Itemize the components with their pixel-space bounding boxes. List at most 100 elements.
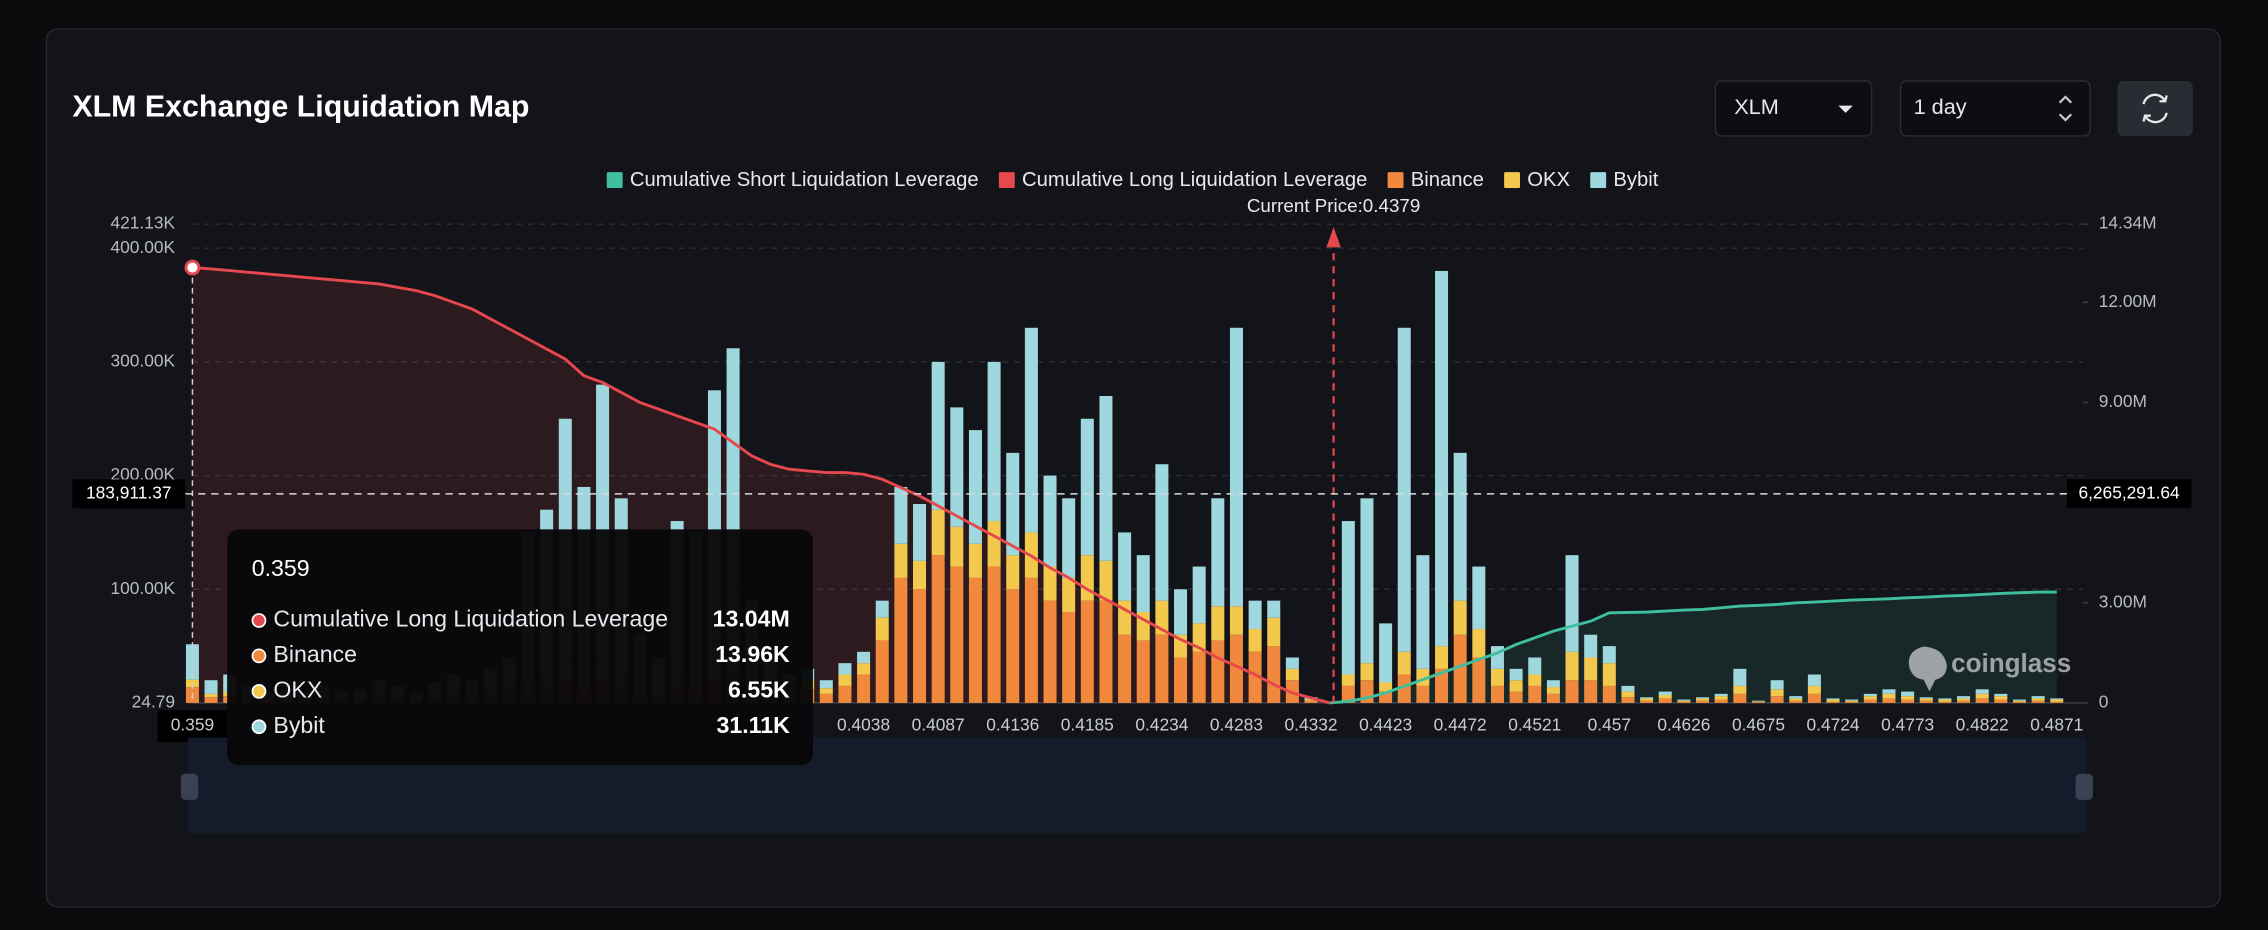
bar — [1957, 696, 1971, 699]
bar — [1062, 498, 1076, 578]
tooltip-rows: Cumulative Long Liquidation Leverage 13.0… — [251, 606, 790, 738]
symbol-select[interactable]: XLM — [1714, 80, 1873, 137]
bar — [2050, 701, 2064, 703]
bar — [1733, 693, 1747, 703]
bar — [2012, 701, 2026, 703]
bar — [894, 543, 908, 578]
bar — [968, 543, 982, 578]
bar — [2012, 700, 2026, 702]
bar — [875, 600, 889, 618]
tooltip-title: 0.359 — [252, 555, 310, 581]
select-value[interactable]: XLM — [1734, 94, 1779, 119]
bar — [1528, 657, 1542, 675]
bar — [1901, 699, 1915, 703]
tooltip-name: Binance — [273, 641, 357, 667]
crosshair-box — [72, 479, 186, 509]
x-tick-label: 0.4822 — [1956, 715, 2009, 735]
bar — [1043, 475, 1057, 567]
bar — [1341, 674, 1355, 686]
bar — [1658, 698, 1672, 703]
bar — [1192, 651, 1206, 703]
bar — [1472, 657, 1486, 703]
crosshair-label: 183,911.37 — [86, 482, 172, 502]
y-tick-label: 421.13K — [110, 213, 175, 233]
y2-tick-label: 14.34M — [2099, 213, 2157, 233]
bar — [931, 361, 945, 510]
bar — [1882, 698, 1896, 703]
bar — [1640, 698, 1654, 701]
legend-swatch — [1504, 172, 1521, 189]
bar — [913, 560, 927, 590]
bar — [1677, 699, 1691, 701]
watermark: coinglass — [1908, 646, 2071, 692]
bar — [1714, 693, 1728, 697]
x-tick-label: 0.4185 — [1061, 715, 1114, 735]
bar — [1919, 698, 1933, 701]
legend-label: Cumulative Long Liquidation Leverage — [1022, 169, 1367, 191]
bar — [838, 685, 852, 703]
tooltip-value: 6.55K — [728, 676, 790, 702]
y-tick-label: 400.00K — [110, 237, 175, 257]
bar — [1528, 674, 1542, 686]
bar — [894, 577, 908, 703]
pointer-label-box — [157, 710, 228, 742]
bar — [1397, 327, 1411, 652]
bar — [1696, 697, 1710, 699]
select-box[interactable] — [1714, 80, 1873, 137]
bar — [1285, 657, 1299, 669]
bar — [1863, 699, 1877, 703]
bar — [1043, 566, 1057, 601]
select-box[interactable] — [1899, 80, 2091, 137]
bar — [819, 688, 833, 694]
bar — [1416, 685, 1430, 703]
bar — [1621, 691, 1635, 698]
bar — [1994, 696, 2008, 700]
bar — [1435, 646, 1449, 669]
bar — [185, 644, 199, 680]
interval-select[interactable]: 1 day — [1899, 80, 2091, 137]
bar — [1957, 698, 1971, 701]
bar — [1490, 685, 1504, 703]
slider-handle[interactable] — [2075, 773, 2093, 800]
bar — [1640, 700, 1654, 703]
bar — [1304, 700, 1318, 703]
bar — [1975, 689, 1989, 694]
bar — [1118, 634, 1132, 703]
watermark-text: coinglass — [1951, 648, 2071, 678]
bar — [950, 407, 964, 527]
tooltip-value: 13.96K — [715, 641, 790, 667]
button-box[interactable] — [2117, 80, 2193, 136]
tooltip-name: Cumulative Long Liquidation Leverage — [273, 606, 668, 632]
bar — [1901, 691, 1915, 697]
x-tick-label: 0.4472 — [1434, 715, 1487, 735]
bar — [1677, 700, 1691, 702]
chart-title: XLM Exchange Liquidation Map — [72, 90, 529, 123]
bar — [1602, 685, 1616, 703]
bar — [987, 566, 1001, 703]
bar — [1584, 680, 1598, 703]
tooltip-dot — [251, 683, 267, 699]
bar — [1919, 697, 1933, 699]
bar — [1807, 693, 1821, 703]
bar — [1416, 555, 1430, 669]
bar — [819, 680, 833, 689]
bar — [819, 693, 833, 703]
bar — [1099, 560, 1113, 601]
bar — [1733, 668, 1747, 686]
bar — [1174, 657, 1188, 703]
bar — [1229, 606, 1243, 635]
x-tick-label: 0.4423 — [1359, 715, 1412, 735]
bar — [2050, 698, 2064, 700]
bar — [1938, 698, 1952, 700]
x-tick-label: 0.4283 — [1210, 715, 1263, 735]
select-value[interactable]: 1 day — [1914, 94, 1967, 119]
line — [192, 266, 1331, 705]
bar — [1863, 696, 1877, 700]
bar — [1118, 532, 1132, 601]
bar — [1136, 640, 1150, 703]
slider-handle[interactable] — [180, 773, 199, 800]
bar — [1994, 693, 2008, 697]
refresh-button[interactable] — [2117, 80, 2193, 136]
bar — [1248, 600, 1262, 630]
legend-label: Cumulative Short Liquidation Leverage — [630, 169, 979, 191]
